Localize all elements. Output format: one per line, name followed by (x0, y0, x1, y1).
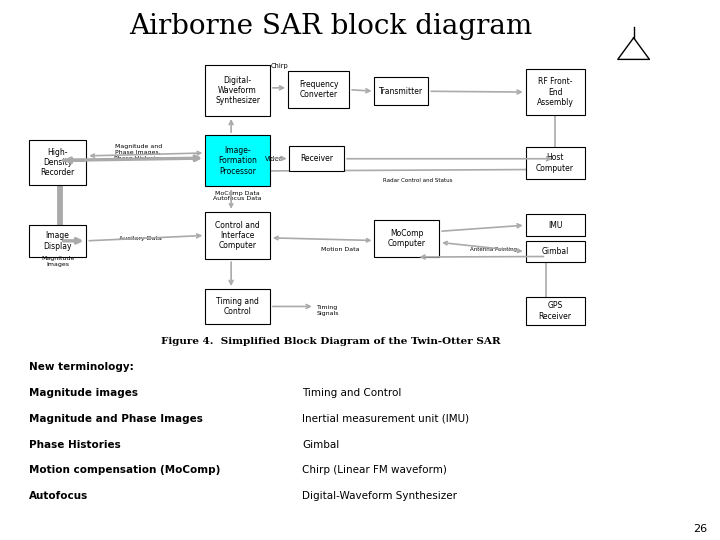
Text: Radar Control and Status: Radar Control and Status (383, 178, 452, 184)
Text: Magnitude and Phase Images: Magnitude and Phase Images (29, 414, 202, 424)
Text: Image-
Formation
Processor: Image- Formation Processor (218, 146, 257, 176)
FancyBboxPatch shape (29, 225, 86, 257)
Text: Antenna Pointing: Antenna Pointing (470, 247, 518, 252)
Text: Frequency
Converter: Frequency Converter (299, 80, 338, 99)
Text: MoComp
Computer: MoComp Computer (388, 229, 426, 248)
Text: Inertial measurement unit (IMU): Inertial measurement unit (IMU) (302, 414, 469, 424)
Text: Digital-
Waveform
Synthesizer: Digital- Waveform Synthesizer (215, 76, 260, 105)
FancyBboxPatch shape (526, 147, 585, 179)
Text: MoComp Data
Autofocus Data: MoComp Data Autofocus Data (213, 191, 262, 201)
Text: Chirp: Chirp (271, 63, 288, 69)
FancyBboxPatch shape (526, 297, 585, 325)
Text: Chirp (Linear FM waveform): Chirp (Linear FM waveform) (302, 465, 447, 476)
FancyBboxPatch shape (288, 71, 349, 108)
Text: Phase Histories: Phase Histories (29, 440, 120, 450)
FancyBboxPatch shape (526, 241, 585, 262)
Text: Gimbal: Gimbal (302, 440, 340, 450)
Text: New terminology:: New terminology: (29, 362, 133, 372)
Text: Timing and Control: Timing and Control (302, 388, 402, 398)
Text: IMU: IMU (548, 221, 562, 230)
Text: Receiver: Receiver (300, 154, 333, 163)
Text: 26: 26 (693, 523, 707, 534)
Text: Image
Display: Image Display (43, 231, 72, 251)
Text: Motion compensation (MoComp): Motion compensation (MoComp) (29, 465, 220, 476)
FancyBboxPatch shape (205, 135, 270, 186)
FancyBboxPatch shape (526, 214, 585, 236)
Text: Airborne SAR block diagram: Airborne SAR block diagram (130, 14, 533, 40)
Text: Magnitude
Images: Magnitude Images (41, 256, 74, 267)
Text: GPS
Receiver: GPS Receiver (539, 301, 572, 321)
Text: Transmitter: Transmitter (379, 87, 423, 96)
Text: Figure 4.  Simplified Block Diagram of the Twin-Otter SAR: Figure 4. Simplified Block Diagram of th… (161, 338, 501, 347)
Text: Magnitude and
Phase Images,
Phase Histories: Magnitude and Phase Images, Phase Histor… (114, 144, 163, 160)
Text: High-
Density
Recorder: High- Density Recorder (40, 147, 75, 178)
FancyBboxPatch shape (29, 140, 86, 185)
Text: Host
Computer: Host Computer (536, 153, 574, 173)
Text: Magnitude images: Magnitude images (29, 388, 138, 398)
FancyBboxPatch shape (374, 77, 428, 105)
Text: Timing
Signals: Timing Signals (317, 305, 339, 316)
FancyBboxPatch shape (205, 289, 270, 324)
Text: Gimbal: Gimbal (541, 247, 569, 256)
Text: RF Front-
End
Assembly: RF Front- End Assembly (536, 77, 574, 107)
FancyBboxPatch shape (374, 220, 439, 257)
FancyBboxPatch shape (205, 65, 270, 116)
Text: Control and
Interface
Computer: Control and Interface Computer (215, 220, 260, 251)
Text: Auxilary Data: Auxilary Data (119, 236, 162, 241)
FancyBboxPatch shape (526, 69, 585, 115)
Text: Digital-Waveform Synthesizer: Digital-Waveform Synthesizer (302, 491, 457, 502)
Text: Autofocus: Autofocus (29, 491, 88, 502)
Text: Timing and
Control: Timing and Control (216, 297, 259, 316)
Text: Video: Video (265, 156, 284, 162)
FancyBboxPatch shape (205, 212, 270, 259)
FancyBboxPatch shape (289, 146, 344, 171)
Text: Motion Data: Motion Data (320, 247, 359, 252)
